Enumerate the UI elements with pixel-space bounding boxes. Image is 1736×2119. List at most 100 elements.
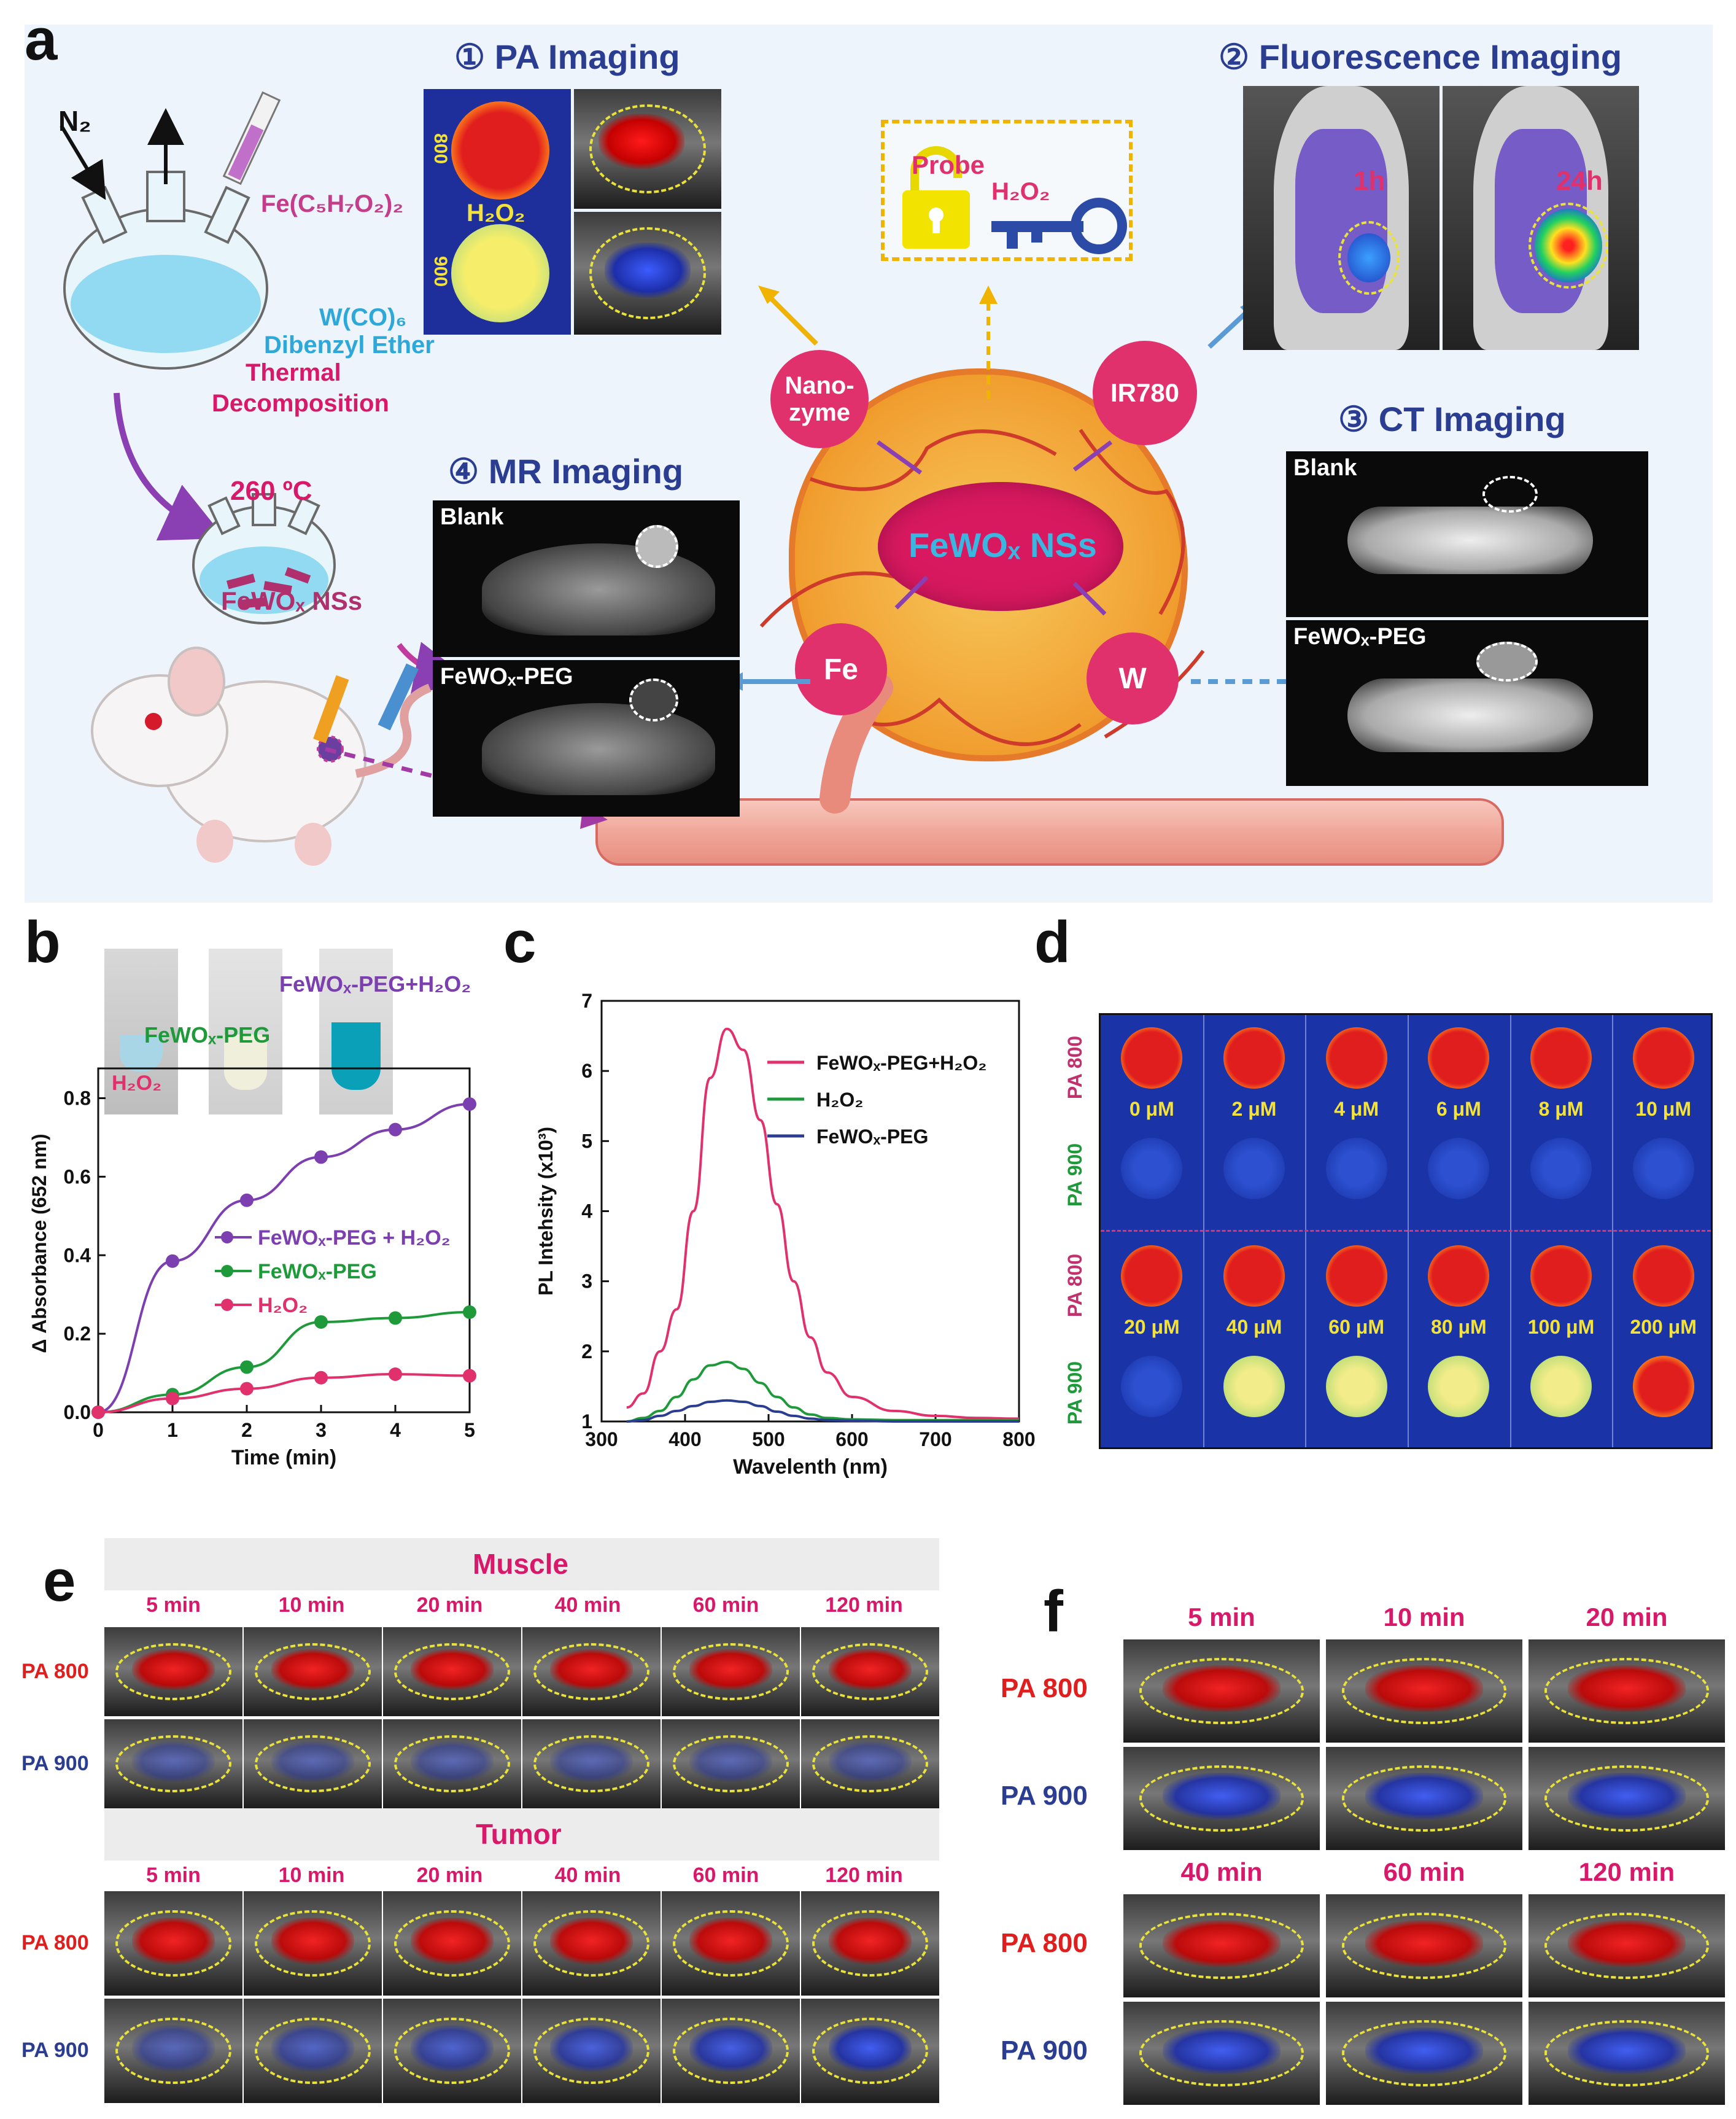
time-label-1h: 1h [1354,166,1385,196]
y-tick-label: 0.6 [64,1165,91,1188]
plot-frame [97,1067,471,1413]
roi-ellipse [1341,2020,1507,2086]
pa800-well [1428,1245,1490,1307]
data-point [240,1193,254,1207]
vial-label-2: FeWOₓ-PEG [144,1022,271,1048]
pa900-well [1632,1138,1694,1199]
legend-label: FeWOₓ-PEG [816,1126,928,1148]
muscle-header-bar [104,1538,939,1590]
node-arrows [724,286,1304,691]
pa900-well [1223,1138,1285,1199]
roi-ellipse [115,1735,231,1792]
x-tick-label: 700 [919,1428,951,1450]
us-image [801,1999,939,2103]
ct-spine [1347,678,1593,752]
solvent-label-2: Dibenzyl Ether [264,332,435,359]
x-tick-label: 400 [668,1428,701,1450]
panel-d-row-label-2: PA 900 [1064,1143,1087,1207]
legend-marker [221,1231,233,1243]
us-image [522,1627,661,1716]
pa900-well [1223,1356,1285,1417]
row-label: PA 800 [21,1931,89,1954]
roi-ellipse [533,1643,649,1700]
panel-d-grid: 0 μM 2 μM 4 μM 6 μM 8 μM 10 μM 20 μM 40 μM 60 μM… [1099,1013,1713,1449]
us-image [801,1891,939,1996]
legend-label: FeWOₓ-PEG [258,1260,377,1283]
data-point [463,1097,476,1111]
us-image [801,1627,939,1716]
series-line [626,1027,1020,1420]
x-tick-label: 600 [835,1428,868,1450]
legend-label: FeWOₓ-PEG + H₂O₂ [258,1226,451,1250]
vial-label-1: H₂O₂ [112,1071,162,1095]
time-label: 60 min [1383,1857,1465,1886]
row-label: PA 800 [1001,1673,1088,1703]
x-tick-label: 300 [585,1428,618,1450]
data-point [166,1254,179,1268]
pa900-well [1428,1356,1490,1417]
mouse-illustration [91,647,432,866]
us-image [383,1891,521,1996]
tumor-roi [1476,642,1538,682]
data-point [240,1360,254,1374]
x-tick-label: 0 [93,1419,104,1441]
pa800-well [1428,1027,1490,1089]
pa-imaging-phantom: H₂O₂ 800 900 [424,89,571,335]
us-image [1123,1639,1320,1743]
roi-ellipse [533,1910,649,1977]
panel-label-a: a [25,7,58,72]
pa900-well [1325,1138,1387,1199]
roi-ellipse [1544,1658,1710,1724]
concentration-label: 10 μM [1635,1098,1692,1120]
roi-ellipse [255,1735,371,1792]
y-tick-label: 5 [581,1130,592,1152]
roi-ellipse [1529,203,1608,289]
mr-body [482,703,715,795]
time-label: 60 min [692,1864,759,1887]
h2o2-phantom-label: H₂O₂ [467,200,525,227]
roi-ellipse [673,1735,789,1792]
y-tick-label: 7 [581,990,592,1012]
ch900-label: 900 [430,255,451,287]
legend-marker [221,1299,233,1311]
panel-d-row-label-3: PA 800 [1064,1253,1087,1318]
chart-b: 0.0 0.2 0.4 0.6 0.8 0 1 2 3 4 5 Time (min) Δ Absorba… [28,1067,476,1469]
roi-ellipse [812,1735,928,1792]
us-image [244,1999,382,2103]
us-image [1123,1894,1320,1997]
synthesis-illustration [60,91,454,696]
us-image [104,1891,242,1996]
us-image [104,1719,242,1808]
legend-marker [221,1265,233,1277]
vial-liquid [331,1022,381,1090]
ct-image-treated: FeWOₓ-PEG [1286,620,1648,786]
series-line [626,1360,1019,1423]
pa900-well [1325,1356,1387,1417]
time-label: 5 min [146,1593,201,1617]
pa-imaging-title: ① PA Imaging [454,37,680,76]
pa900-well [1530,1356,1592,1417]
y-axis-label: Δ Absorbance (652 nm) [28,1133,50,1353]
y-tick-label: 6 [581,1060,592,1082]
us-image [801,1719,939,1808]
pa900-well [1121,1356,1183,1417]
pa800-well [1121,1245,1183,1307]
concentration-label: 6 μM [1436,1098,1481,1120]
reagent-label: Fe(C₅H₇O₂)₂ [261,190,404,217]
time-label: 20 min [416,1864,483,1887]
node-nanozyme: Nano-zyme [770,350,869,448]
data-point [314,1371,328,1385]
roi-ellipse [394,1910,510,1977]
us-image [1326,1639,1522,1743]
us-image [522,1999,661,2103]
pa800-well [1223,1027,1285,1089]
us-image [662,1999,800,2103]
row-label: PA 900 [21,1751,89,1775]
roi-ellipse [1341,1658,1507,1724]
panel-f-grid: 5 min 10 min 20 min PA 800 PA 900 40 min 60 mi… [994,1603,1731,2112]
probe-label: Probe [912,150,985,179]
lock-icon [902,146,970,249]
row-label: PA 900 [1001,2035,1088,2066]
time-label: 5 min [1188,1603,1255,1631]
pa800-phantom [451,101,549,200]
